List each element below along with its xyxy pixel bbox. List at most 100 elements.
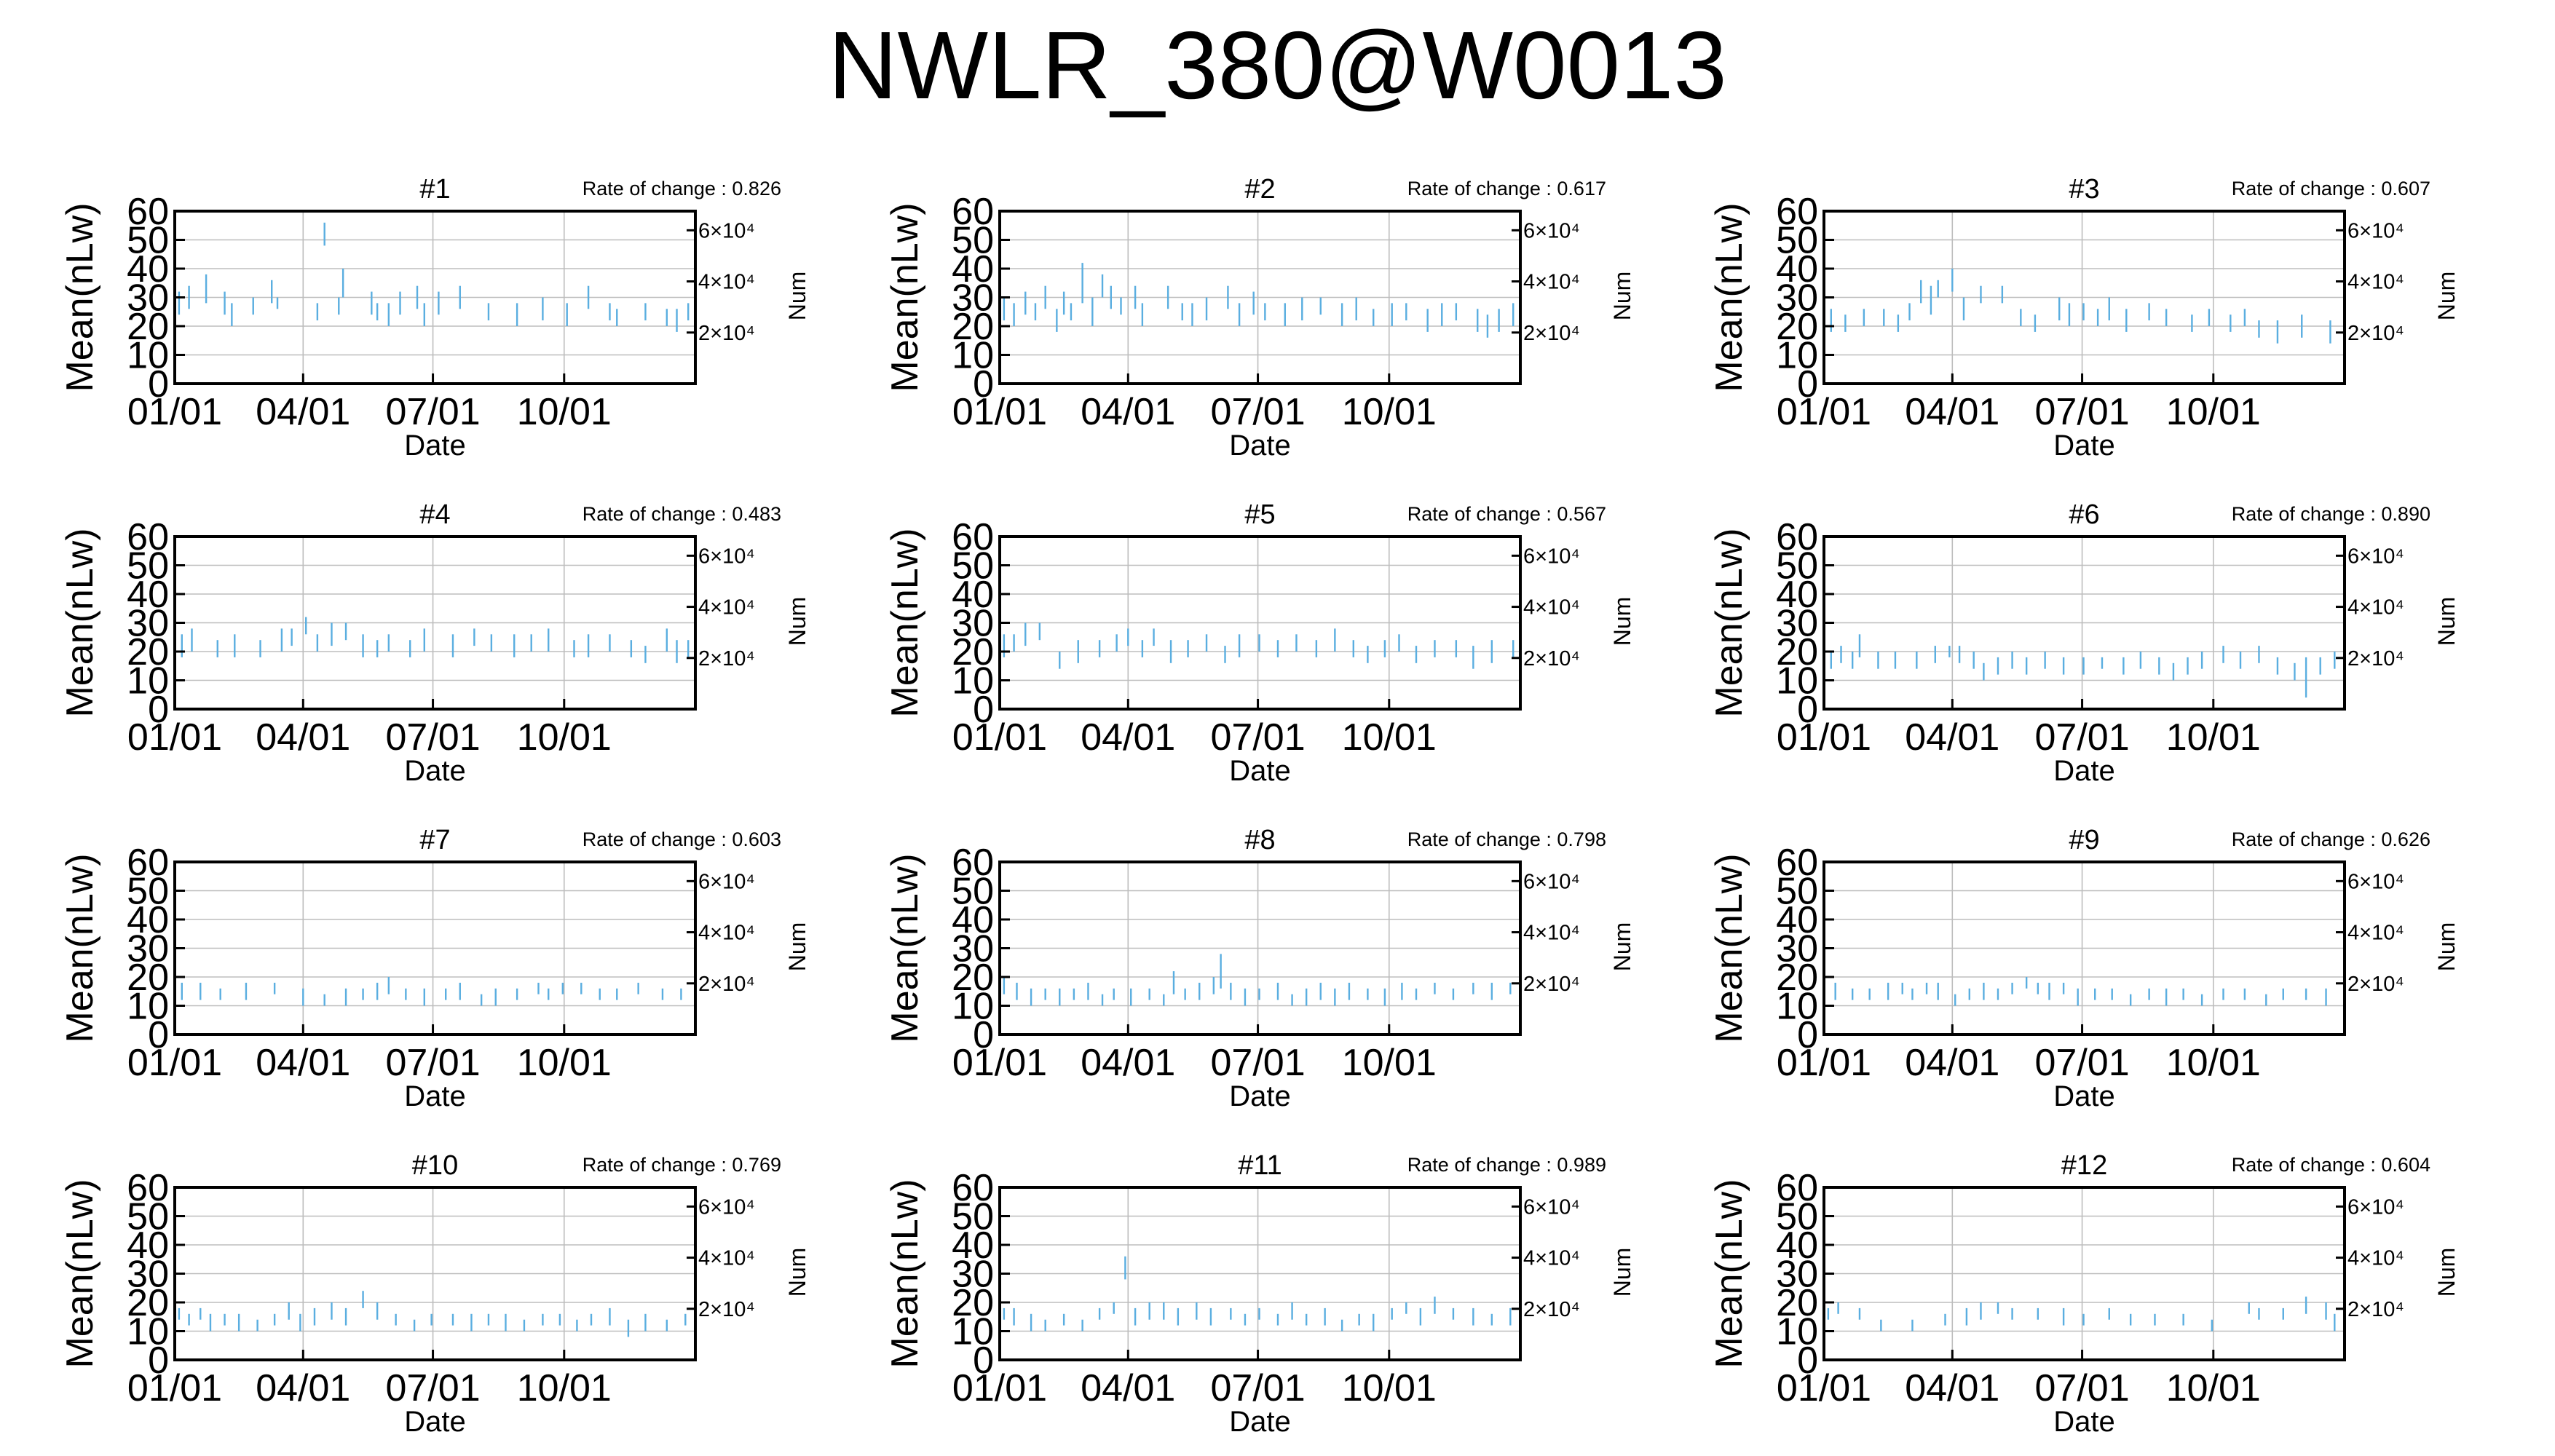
ytick-label: 40 bbox=[1776, 899, 1818, 941]
ytick-label: 0 bbox=[1797, 1014, 1818, 1056]
y2tick-label: 2×10⁴ bbox=[2347, 973, 2404, 996]
panel-title: #7 bbox=[419, 825, 450, 855]
rate-of-change-label: Rate of change : 0.617 bbox=[1407, 178, 1606, 199]
y2tick-label: 2×10⁴ bbox=[1523, 1298, 1580, 1321]
xtick-label: 10/01 bbox=[2166, 1042, 2261, 1084]
ytick-label: 0 bbox=[148, 363, 169, 405]
y-axis-label: Mean(nLw) bbox=[59, 853, 101, 1042]
rate-of-change-label: Rate of change : 0.567 bbox=[1407, 503, 1606, 525]
xtick-label: 04/01 bbox=[1905, 1042, 1999, 1084]
y2tick-label: 2×10⁴ bbox=[698, 973, 755, 996]
xtick-label: 10/01 bbox=[2166, 716, 2261, 759]
xtick-label: 10/01 bbox=[1342, 1042, 1437, 1084]
ytick-label: 60 bbox=[127, 842, 169, 884]
ytick-label: 40 bbox=[127, 1224, 169, 1267]
ytick-label: 40 bbox=[952, 899, 994, 941]
ytick-label: 40 bbox=[127, 248, 169, 290]
rate-of-change-label: Rate of change : 0.769 bbox=[583, 1154, 781, 1176]
ytick-label: 20 bbox=[952, 631, 994, 673]
ytick-label: 40 bbox=[952, 248, 994, 290]
rate-of-change-label: Rate of change : 0.607 bbox=[2232, 178, 2430, 199]
ytick-label: 20 bbox=[127, 1282, 169, 1324]
ytick-label: 20 bbox=[952, 1282, 994, 1324]
ytick-label: 20 bbox=[127, 306, 169, 348]
panel-title: #5 bbox=[1244, 499, 1275, 530]
y2tick-label: 6×10⁴ bbox=[698, 219, 755, 242]
ytick-label: 60 bbox=[127, 1167, 169, 1209]
rate-of-change-label: Rate of change : 0.798 bbox=[1407, 828, 1606, 850]
figure-title: NWLR_380@W0013 bbox=[828, 12, 1727, 119]
y2tick-label: 4×10⁴ bbox=[1523, 1247, 1580, 1270]
xtick-label: 07/01 bbox=[385, 716, 480, 759]
x-axis-label: Date bbox=[2053, 755, 2115, 787]
ytick-label: 0 bbox=[148, 1340, 169, 1382]
ytick-label: 30 bbox=[952, 1254, 994, 1296]
x-axis-label: Date bbox=[404, 1406, 466, 1438]
ytick-label: 0 bbox=[1797, 363, 1818, 405]
y2tick-label: 6×10⁴ bbox=[1523, 219, 1580, 242]
y-axis-label: Mean(nLw) bbox=[884, 853, 926, 1042]
ytick-label: 30 bbox=[952, 277, 994, 320]
y2tick-label: 4×10⁴ bbox=[2347, 271, 2404, 294]
y2tick-label: 4×10⁴ bbox=[2347, 596, 2404, 620]
y-axis-label: Mean(nLw) bbox=[1708, 853, 1750, 1042]
ytick-label: 30 bbox=[952, 928, 994, 970]
y2tick-label: 2×10⁴ bbox=[2347, 1298, 2404, 1321]
ytick-label: 10 bbox=[127, 1311, 169, 1353]
y2tick-label: 6×10⁴ bbox=[698, 545, 755, 568]
y2-axis-label: Num bbox=[784, 1248, 810, 1297]
y2tick-label: 6×10⁴ bbox=[698, 870, 755, 893]
ytick-label: 50 bbox=[127, 545, 169, 587]
y-axis-label: Mean(nLw) bbox=[1708, 202, 1750, 392]
ytick-label: 30 bbox=[1776, 1254, 1818, 1296]
ytick-label: 60 bbox=[952, 842, 994, 884]
panel-title: #9 bbox=[2069, 825, 2099, 855]
y2tick-label: 2×10⁴ bbox=[1523, 973, 1580, 996]
x-axis-label: Date bbox=[1229, 1080, 1291, 1112]
ytick-label: 50 bbox=[952, 871, 994, 913]
xtick-label: 04/01 bbox=[1081, 391, 1175, 433]
xtick-label: 04/01 bbox=[1905, 391, 1999, 433]
ytick-label: 50 bbox=[952, 545, 994, 587]
panel-title: #12 bbox=[2061, 1150, 2107, 1181]
xtick-label: 04/01 bbox=[256, 1042, 350, 1084]
y2tick-label: 2×10⁴ bbox=[698, 1298, 755, 1321]
ytick-label: 30 bbox=[1776, 603, 1818, 645]
y2-axis-label: Num bbox=[2433, 597, 2460, 646]
y2-axis-label: Num bbox=[2433, 1248, 2460, 1297]
ytick-label: 0 bbox=[973, 1340, 994, 1382]
ytick-label: 40 bbox=[1776, 1224, 1818, 1267]
ytick-label: 40 bbox=[127, 574, 169, 616]
y-axis-label: Mean(nLw) bbox=[884, 528, 926, 717]
rate-of-change-label: Rate of change : 0.603 bbox=[583, 828, 781, 850]
ytick-label: 20 bbox=[127, 957, 169, 999]
ytick-label: 30 bbox=[127, 1254, 169, 1296]
x-axis-label: Date bbox=[1229, 1406, 1291, 1438]
xtick-label: 04/01 bbox=[1081, 1367, 1175, 1409]
panel-title: #1 bbox=[419, 174, 450, 205]
ytick-label: 60 bbox=[952, 191, 994, 233]
ytick-label: 20 bbox=[1776, 631, 1818, 673]
xtick-label: 10/01 bbox=[1342, 716, 1437, 759]
x-axis-label: Date bbox=[404, 430, 466, 462]
xtick-label: 10/01 bbox=[517, 1042, 612, 1084]
y2tick-label: 6×10⁴ bbox=[2347, 545, 2404, 568]
ytick-label: 20 bbox=[1776, 306, 1818, 348]
y2tick-label: 6×10⁴ bbox=[1523, 545, 1580, 568]
xtick-label: 07/01 bbox=[385, 1042, 480, 1084]
y2tick-label: 2×10⁴ bbox=[1523, 647, 1580, 670]
ytick-label: 20 bbox=[1776, 957, 1818, 999]
ytick-label: 10 bbox=[1776, 660, 1818, 703]
ytick-label: 60 bbox=[1776, 842, 1818, 884]
ytick-label: 10 bbox=[952, 335, 994, 377]
y2tick-label: 4×10⁴ bbox=[2347, 922, 2404, 945]
ytick-label: 60 bbox=[127, 516, 169, 558]
xtick-label: 07/01 bbox=[1210, 1042, 1305, 1084]
ytick-label: 30 bbox=[1776, 928, 1818, 970]
